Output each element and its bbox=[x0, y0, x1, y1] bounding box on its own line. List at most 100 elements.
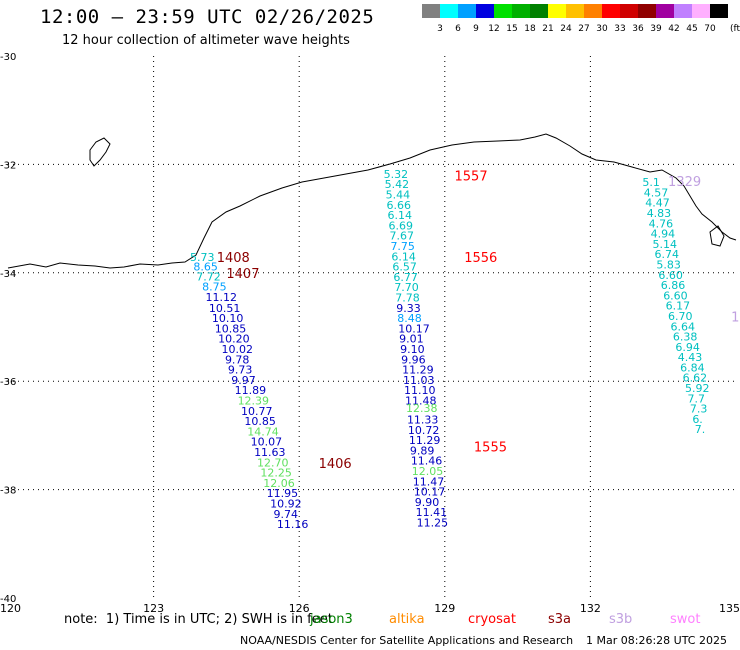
wave-height-value: 10.02 bbox=[222, 343, 254, 356]
wave-height-value: 9.01 bbox=[399, 333, 424, 346]
legend-swatch bbox=[440, 4, 458, 18]
legend-swatch bbox=[692, 4, 710, 18]
wave-height-value: 10.07 bbox=[251, 436, 283, 449]
legend-label: 9 bbox=[473, 24, 479, 34]
legend-swatch bbox=[566, 4, 584, 18]
wave-height-value: 5.14 bbox=[653, 238, 678, 251]
wave-height-value: 11.33 bbox=[407, 413, 439, 426]
legend-label: 3 bbox=[437, 24, 443, 34]
island-outline bbox=[89, 137, 111, 167]
legend-label: 6 bbox=[455, 24, 461, 34]
wave-height-value: 6.77 bbox=[393, 271, 418, 284]
wave-height-value: 11.29 bbox=[409, 434, 441, 447]
wave-height-value: 12.39 bbox=[238, 395, 270, 408]
legend-swatch bbox=[422, 4, 440, 18]
wave-height-value: 11.47 bbox=[413, 475, 445, 488]
wave-height-value: 9.78 bbox=[225, 353, 250, 366]
lon-label: 120 bbox=[0, 602, 21, 612]
wave-height-value: 4.57 bbox=[644, 186, 669, 199]
legend-swatch bbox=[620, 4, 638, 18]
legend-unit: (ft) bbox=[730, 24, 740, 34]
wave-height-value: 7. bbox=[695, 423, 706, 436]
pass-number-label: 1555 bbox=[474, 441, 507, 456]
credit-line: NOAA/NESDIS Center for Satellite Applica… bbox=[240, 634, 574, 647]
legend-label: 39 bbox=[650, 24, 662, 34]
lat-label: -34 bbox=[0, 269, 16, 280]
wave-height-value: 9.96 bbox=[401, 353, 426, 366]
wave-height-value: 11.29 bbox=[402, 364, 434, 377]
wave-height-value: 10.51 bbox=[209, 302, 241, 315]
wave-height-value: 6.60 bbox=[658, 269, 683, 282]
wave-height-value: 12.06 bbox=[263, 477, 295, 490]
wave-height-value: 6.62 bbox=[683, 372, 708, 385]
wave-height-value: 7.72 bbox=[196, 270, 221, 283]
satellite-label-s3b: s3b bbox=[609, 612, 633, 627]
legend-swatch bbox=[584, 4, 602, 18]
wave-height-value: 6.84 bbox=[680, 361, 705, 374]
wave-height-value: 5.32 bbox=[384, 168, 409, 181]
wave-height-value: 14.74 bbox=[247, 425, 279, 438]
legend-label: 33 bbox=[614, 24, 625, 34]
pass-number-label: 1557 bbox=[455, 170, 488, 185]
legend-label: 12 bbox=[488, 24, 499, 34]
wave-height-value: 8.65 bbox=[193, 261, 218, 274]
legend-swatch bbox=[512, 4, 530, 18]
wave-height-value: 7.75 bbox=[390, 240, 415, 253]
legend-label: 36 bbox=[632, 24, 644, 34]
wave-height-value: 4.94 bbox=[651, 228, 676, 241]
wave-height-value: 9.90 bbox=[415, 496, 440, 509]
wave-height-value: 10.72 bbox=[408, 424, 440, 437]
wave-height-value: 12.25 bbox=[260, 467, 292, 480]
wave-height-value: 6.70 bbox=[668, 310, 693, 323]
legend-label: 70 bbox=[704, 24, 716, 34]
page-title: 12:00 — 23:59 UTC 02/26/2025 bbox=[40, 6, 375, 28]
wave-height-value: 11.63 bbox=[254, 446, 286, 459]
wave-height-value: 6.14 bbox=[388, 209, 413, 222]
wave-height-value: 11.41 bbox=[416, 506, 448, 519]
wave-height-value: 4.47 bbox=[645, 197, 670, 210]
wave-height-value: 9.33 bbox=[396, 302, 421, 315]
wave-height-value: 6.57 bbox=[392, 261, 417, 274]
wave-height-value: 5.92 bbox=[685, 382, 710, 395]
pass-number-label: 1408 bbox=[217, 251, 250, 266]
wave-height-value: 11.89 bbox=[235, 384, 267, 397]
island-outline bbox=[709, 225, 725, 247]
lat-label: -40 bbox=[0, 594, 16, 605]
lon-label: 135 bbox=[719, 602, 740, 612]
lat-label: -32 bbox=[0, 160, 16, 171]
wave-height-value: 11.12 bbox=[206, 291, 238, 304]
wave-height-value: 10.17 bbox=[414, 486, 446, 499]
pass-number-label: 1406 bbox=[319, 457, 352, 472]
legend-swatch bbox=[656, 4, 674, 18]
wave-height-value: 6.74 bbox=[654, 248, 679, 261]
wave-height-value: 6.17 bbox=[666, 300, 691, 313]
wave-height-value: 11.10 bbox=[404, 384, 436, 397]
wave-height-value: 7.7 bbox=[687, 392, 705, 405]
legend-swatch bbox=[602, 4, 620, 18]
wave-height-value: 10.10 bbox=[212, 312, 244, 325]
pass-number-label: 1407 bbox=[226, 267, 259, 282]
satellite-label-jason3: jason3 bbox=[310, 612, 353, 627]
pass-number-label: 13 bbox=[731, 311, 740, 326]
wave-height-value: 5.42 bbox=[385, 178, 410, 191]
wave-height-value: 10.17 bbox=[398, 322, 430, 335]
satellite-label-cryosat: cryosat bbox=[468, 612, 516, 627]
pass-number-label: 1556 bbox=[464, 251, 497, 266]
wave-height-value: 5.44 bbox=[386, 189, 411, 202]
wave-height-value: 11.16 bbox=[277, 518, 309, 531]
wave-height-value: 5.1 bbox=[642, 176, 660, 189]
coastline bbox=[7, 133, 737, 269]
lon-label: 129 bbox=[434, 602, 455, 612]
wave-height-value: 6.60 bbox=[663, 289, 688, 302]
wave-height-value: 4.43 bbox=[678, 351, 703, 364]
wave-height-value: 5.73 bbox=[190, 251, 215, 264]
wave-height-value: 10.77 bbox=[241, 405, 273, 418]
wave-height-value: 8.75 bbox=[202, 281, 227, 294]
lon-label: 126 bbox=[289, 602, 310, 612]
wave-height-value: 11.46 bbox=[411, 455, 443, 468]
wave-height-value: 4.83 bbox=[647, 207, 672, 220]
wave-height-value: 8.48 bbox=[397, 312, 422, 325]
legend-label: 15 bbox=[506, 24, 517, 34]
wave-height-value: 11.48 bbox=[405, 395, 437, 408]
